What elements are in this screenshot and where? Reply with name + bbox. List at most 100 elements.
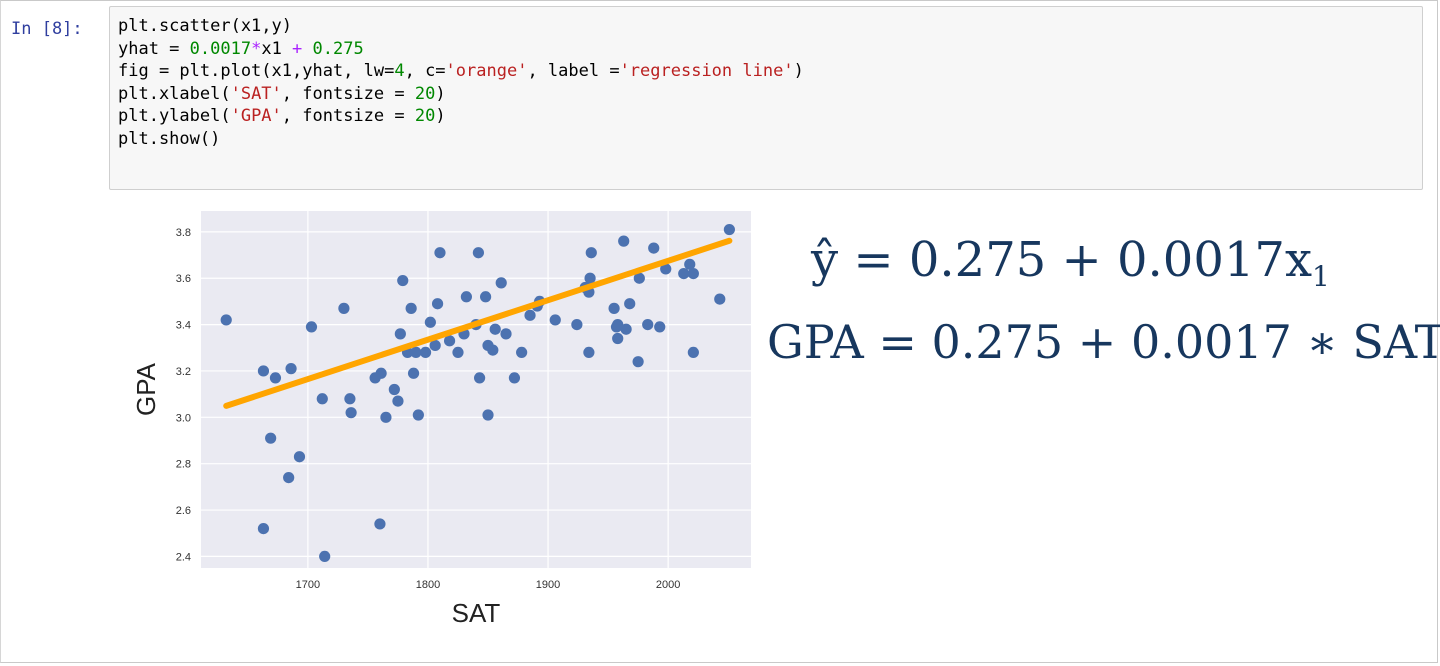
- data-point: [419, 346, 432, 359]
- data-point: [480, 291, 492, 303]
- input-prompt: In [8]:: [11, 19, 83, 39]
- data-point: [571, 318, 583, 331]
- y-tick-label: 3.0: [176, 412, 191, 424]
- data-point: [285, 363, 297, 375]
- data-point: [424, 316, 436, 328]
- code-line[interactable]: plt.show(): [118, 128, 1422, 151]
- data-point: [431, 298, 444, 310]
- scatter-plot: 2.4 2.6 2.8 3.0 3.2 3.4 3.6 3.8 1700 1800 1900 2000…: [131, 211, 751, 628]
- code-line[interactable]: fig = plt.plot(x1,yhat, lw=4, c='orange'…: [118, 60, 1422, 83]
- code-token: 'regression line': [619, 61, 794, 81]
- scatter-plot-output: 2.4 2.6 2.8 3.0 3.2 3.4 3.6 3.8 1700 1800 1900 2000…: [109, 197, 769, 641]
- code-line[interactable]: yhat = 0.0017*x1 + 0.275: [118, 38, 1422, 61]
- data-point: [654, 321, 666, 333]
- data-point: [220, 314, 232, 326]
- data-point: [443, 335, 456, 347]
- y-tick-label: 3.6: [176, 273, 191, 285]
- code-token: [302, 39, 312, 59]
- data-point: [660, 263, 672, 275]
- code-token: plt.ylabel(: [118, 106, 231, 126]
- y-tick-label: 3.4: [176, 320, 191, 332]
- data-point: [584, 272, 596, 284]
- code-token: , c=: [404, 61, 446, 81]
- data-point: [344, 393, 356, 405]
- code-line[interactable]: plt.scatter(x1,y): [118, 15, 1422, 38]
- data-point: [618, 235, 630, 247]
- data-point: [434, 247, 446, 259]
- code-token: x1: [261, 38, 293, 59]
- data-point: [265, 432, 277, 444]
- data-point: [524, 309, 536, 321]
- data-point: [684, 258, 696, 270]
- code-token: 'GPA': [230, 106, 282, 126]
- data-point: [500, 328, 512, 340]
- data-point: [375, 367, 387, 379]
- data-point: [269, 372, 282, 384]
- data-point: [633, 272, 645, 284]
- data-point: [714, 293, 726, 305]
- data-point: [632, 356, 644, 368]
- data-point: [388, 383, 400, 396]
- code-token: +: [292, 38, 303, 59]
- data-point: [316, 393, 328, 405]
- data-point: [374, 518, 386, 530]
- y-tick-label: 3.2: [176, 366, 191, 378]
- code-token: , label =: [527, 61, 620, 81]
- code-token: plt.scatter(x1,y): [118, 16, 292, 36]
- data-point: [474, 372, 486, 384]
- code-editor[interactable]: plt.scatter(x1,y) yhat = 0.0017*x1 + 0.27…: [109, 6, 1423, 190]
- data-point: [549, 314, 561, 326]
- data-point: [608, 302, 620, 314]
- data-point: [394, 328, 406, 340]
- data-point: [257, 365, 270, 377]
- code-token: 4: [394, 61, 405, 81]
- code-token: 0.275: [312, 38, 364, 59]
- data-point: [583, 346, 595, 359]
- code-token: plt.show(): [118, 128, 221, 149]
- code-line[interactable]: plt.xlabel('SAT', fontsize = 20): [118, 83, 1422, 106]
- x-tick-label: 2000: [656, 579, 680, 591]
- data-point: [407, 367, 420, 379]
- data-point: [345, 407, 357, 419]
- x-tick-label: 1800: [416, 579, 440, 591]
- plot-area: [201, 211, 751, 568]
- data-point: [472, 247, 485, 259]
- y-tick-label: 2.8: [176, 459, 191, 471]
- data-point: [405, 302, 417, 314]
- code-token: 'orange': [445, 61, 528, 81]
- data-point: [257, 522, 270, 535]
- equation-yhat-main: ŷ = 0.275 + 0.0017x: [811, 232, 1313, 288]
- code-token: yhat =: [118, 38, 190, 59]
- data-point: [489, 323, 501, 335]
- code-token: 20: [414, 106, 436, 126]
- y-axis-label: GPA: [131, 362, 161, 416]
- x-tick-label: 1700: [296, 579, 320, 591]
- data-point: [460, 291, 472, 303]
- data-point: [723, 223, 735, 236]
- data-point: [678, 267, 690, 280]
- y-tick-label: 2.6: [176, 505, 191, 517]
- code-token: 'SAT': [230, 83, 282, 104]
- data-point: [482, 409, 494, 421]
- code-token: ): [435, 106, 446, 126]
- code-token: *: [251, 38, 262, 59]
- equation-yhat: ŷ = 0.275 + 0.0017x1: [811, 232, 1330, 293]
- code-token: 0.0017: [189, 38, 252, 59]
- code-line[interactable]: plt.ylabel('GPA', fontsize = 20): [118, 105, 1422, 128]
- data-point: [516, 346, 528, 359]
- data-point: [429, 339, 441, 352]
- x-axis-label: SAT: [452, 598, 501, 628]
- code-token: , fontsize =: [281, 106, 415, 126]
- data-point: [508, 372, 521, 384]
- regression-line: [223, 237, 733, 409]
- data-point: [319, 550, 331, 563]
- data-point: [283, 471, 295, 484]
- equation-yhat-subscript: 1: [1312, 260, 1330, 293]
- code-token: , fontsize =: [281, 83, 415, 104]
- data-point: [338, 302, 350, 314]
- data-point: [687, 267, 699, 280]
- data-point: [412, 409, 424, 421]
- y-tick-label: 2.4: [176, 551, 191, 563]
- y-tick-label: 3.8: [176, 227, 191, 239]
